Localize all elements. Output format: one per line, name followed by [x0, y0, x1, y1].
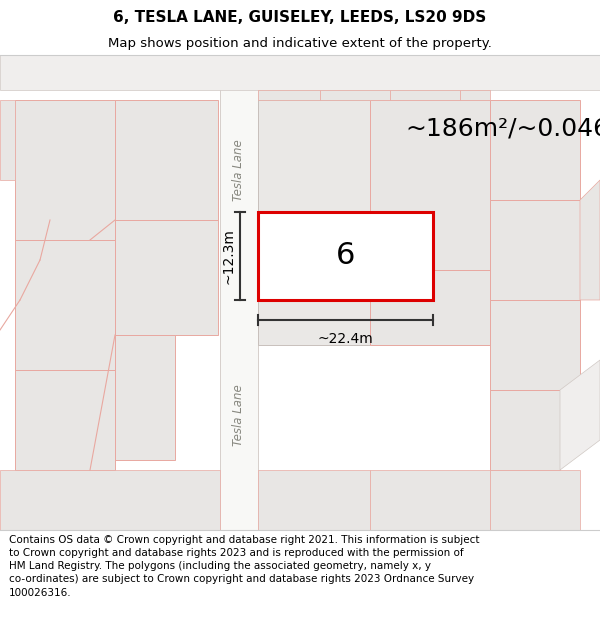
Bar — [258, 212, 433, 300]
Polygon shape — [490, 300, 580, 390]
Polygon shape — [15, 240, 115, 370]
Polygon shape — [490, 200, 580, 300]
Text: 6, TESLA LANE, GUISELEY, LEEDS, LS20 9DS: 6, TESLA LANE, GUISELEY, LEEDS, LS20 9DS — [113, 10, 487, 25]
Polygon shape — [580, 180, 600, 300]
Polygon shape — [390, 90, 460, 100]
Polygon shape — [560, 360, 600, 470]
Polygon shape — [115, 220, 218, 335]
Polygon shape — [258, 470, 370, 530]
Polygon shape — [220, 55, 258, 530]
Text: Tesla Lane: Tesla Lane — [233, 384, 245, 446]
Polygon shape — [0, 100, 15, 180]
Text: Contains OS data © Crown copyright and database right 2021. This information is : Contains OS data © Crown copyright and d… — [9, 535, 479, 598]
Polygon shape — [15, 370, 115, 470]
Polygon shape — [370, 270, 490, 345]
Polygon shape — [490, 470, 580, 530]
Polygon shape — [460, 90, 490, 100]
Text: Tesla Lane: Tesla Lane — [233, 139, 245, 201]
Text: ~12.3m: ~12.3m — [221, 228, 235, 284]
Polygon shape — [15, 100, 115, 240]
Polygon shape — [115, 335, 175, 460]
Polygon shape — [370, 470, 490, 530]
Polygon shape — [258, 100, 490, 345]
Text: ~186m²/~0.046ac.: ~186m²/~0.046ac. — [406, 117, 600, 141]
Polygon shape — [115, 100, 218, 220]
Polygon shape — [490, 100, 580, 200]
Polygon shape — [258, 90, 320, 100]
Polygon shape — [370, 100, 490, 270]
Text: ~22.4m: ~22.4m — [317, 332, 373, 346]
Polygon shape — [0, 470, 220, 530]
Text: Map shows position and indicative extent of the property.: Map shows position and indicative extent… — [108, 38, 492, 51]
Polygon shape — [0, 55, 600, 90]
Text: 6: 6 — [336, 241, 355, 271]
Polygon shape — [490, 390, 560, 470]
Polygon shape — [320, 90, 390, 100]
